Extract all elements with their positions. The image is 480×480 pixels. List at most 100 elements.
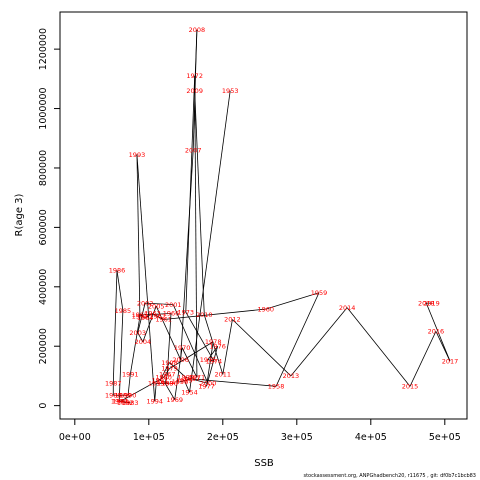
series-segment-2003-2004 (137, 332, 144, 342)
series-segment-1973-1974 (185, 311, 215, 362)
point-label-2014: 2014 (339, 304, 356, 312)
plot-frame (59, 11, 468, 420)
point-label-1964: 1964 (137, 314, 154, 322)
y-tick-label: 200000 (38, 328, 49, 364)
point-label-2009: 2009 (186, 87, 203, 95)
point-label-2016: 2016 (428, 328, 445, 336)
point-label-1953: 1953 (222, 87, 239, 95)
point-label-1970: 1970 (174, 344, 191, 352)
series-segment-1954-1955 (183, 380, 190, 393)
point-label-2017: 2017 (442, 357, 459, 365)
point-label-1987: 1987 (105, 380, 122, 388)
series-segment-1977-1978 (206, 341, 214, 387)
y-axis: 0 200000 400000 600000 800000 1000000 1200000 (38, 28, 60, 409)
y-tick-label: 0 (38, 403, 49, 409)
point-label-1965: 1965 (132, 311, 149, 319)
point-label-2001: 2001 (165, 301, 182, 309)
series-segment-2006-2007 (180, 150, 194, 360)
point-label-2003: 2003 (129, 329, 146, 337)
point-label-1992: 1992 (132, 313, 149, 321)
point-label-2018: 2018 (418, 299, 435, 307)
x-tick-label: 3e+05 (281, 432, 313, 443)
point-label-1995: 1995 (148, 380, 165, 388)
point-label-1980: 1980 (155, 374, 172, 382)
point-label-1997: 1997 (152, 377, 169, 385)
point-label-1989: 1989 (115, 391, 132, 399)
point-label-2010: 2010 (196, 311, 213, 319)
point-label-1974: 1974 (206, 357, 223, 365)
series-segment-2008-2009 (194, 29, 198, 91)
series-segment-1994-1995 (154, 383, 157, 402)
point-label-1968: 1968 (157, 380, 174, 388)
series-line-group (112, 29, 451, 404)
series-segment-1959-1960 (265, 292, 320, 310)
y-tick-label: 1000000 (38, 87, 49, 129)
series-segment-1978-1979 (169, 341, 214, 369)
point-label-2013: 2013 (283, 372, 300, 380)
series-segment-2009-2010 (194, 90, 205, 316)
y-tick-label: 1200000 (38, 28, 49, 70)
y-tick-label: 800000 (38, 150, 49, 186)
point-label-2015: 2015 (402, 383, 419, 391)
x-tick-label: 4e+05 (355, 432, 387, 443)
point-label-1983: 1983 (122, 399, 139, 407)
series-segment-1966-1967 (166, 313, 172, 375)
point-label-1996: 1996 (161, 380, 178, 388)
point-label-1998: 1998 (161, 359, 178, 367)
point-label-1990: 1990 (120, 391, 137, 399)
series-segment-2005-2006 (155, 305, 181, 360)
series-segment-1998-1999 (169, 362, 187, 378)
x-tick-label: 5e+05 (429, 432, 461, 443)
series-segment-1960-1961 (163, 308, 266, 320)
x-axis-title: SSB (254, 458, 274, 469)
series-segment-1984-1985 (118, 310, 124, 402)
series-segment-2002-2003 (137, 303, 146, 333)
point-label-1982: 1982 (117, 399, 134, 407)
point-label-2011: 2011 (215, 371, 232, 379)
series-segment-2011-2012 (222, 319, 233, 375)
point-label-2005: 2005 (148, 302, 165, 310)
x-tick-label: 1e+05 (133, 432, 165, 443)
series-segment-1992-1993 (136, 154, 141, 317)
x-tick-label: 2e+05 (207, 432, 239, 443)
point-label-2019: 2019 (423, 299, 440, 307)
series-segment-2000-2001 (172, 304, 209, 384)
series-segment-1983-1984 (119, 400, 131, 404)
series-segment-1985-1986 (116, 270, 124, 311)
point-label-1993: 1993 (129, 151, 146, 159)
point-label-1957: 1957 (183, 375, 200, 383)
series-segment-1999-2000 (185, 377, 209, 384)
series-segment-1971-1972 (194, 75, 198, 378)
point-label-1979: 1979 (161, 365, 178, 373)
point-label-1969: 1969 (166, 396, 183, 404)
series-segment-1968-1969 (164, 383, 176, 400)
series-segment-1956-1957 (179, 378, 192, 383)
point-label-1991: 1991 (122, 371, 139, 379)
series-segment-1964-1965 (139, 314, 146, 319)
y-tick-label: 600000 (38, 209, 49, 245)
series-segment-2004-2005 (142, 305, 157, 342)
point-label-1976: 1976 (209, 342, 226, 350)
series-segment-1990-1991 (127, 374, 131, 396)
point-label-1961: 1961 (155, 316, 172, 324)
point-label-1963: 1963 (144, 310, 161, 318)
series-segment-1965-1966 (139, 313, 172, 316)
x-tick-label: 0e+00 (59, 432, 91, 443)
point-label-1959: 1959 (311, 289, 328, 297)
point-label-1973: 1973 (178, 308, 195, 316)
series-segment-2012-2013 (232, 319, 292, 377)
point-label-2000: 2000 (200, 380, 217, 388)
series-segment-1993-1994 (136, 154, 156, 402)
point-label-1960: 1960 (257, 305, 274, 313)
series-segment-1980-1981 (120, 377, 164, 402)
y-tick-label: 400000 (38, 269, 49, 305)
point-label-1999: 1999 (178, 374, 195, 382)
point-label-1967: 1967 (159, 371, 176, 379)
point-label-1978: 1978 (205, 338, 222, 346)
point-label-1994: 1994 (146, 397, 163, 405)
point-label-1981: 1981 (112, 397, 129, 405)
point-label-2004: 2004 (135, 338, 152, 346)
point-label-1975: 1975 (200, 356, 217, 364)
